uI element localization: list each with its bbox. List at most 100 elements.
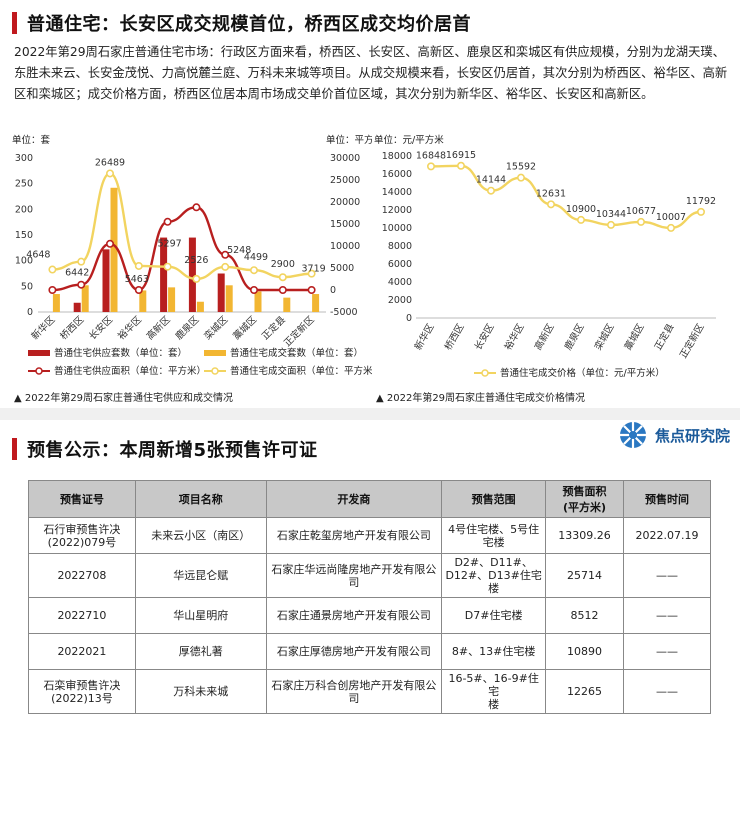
point-supply-8 [278, 286, 287, 295]
price-label-2: 14144 [476, 175, 506, 186]
logo-icon [619, 422, 646, 448]
table-cell: 石栾审预售许决 (2022)13号 [28, 669, 136, 714]
table-body: 石行审预售许决 (2022)079号 未来云小区（南区） 石家庄乾玺房地产开发有限公司… [28, 517, 711, 714]
section1-intro: 2022年第29周石家庄普通住宅市场：行政区方面来看，桥西区、长安区、高新区、鹿… [14, 45, 728, 101]
y-right-tick-label: 5000 [330, 263, 354, 274]
column-header: 预售时间 [623, 480, 711, 518]
price-label-5: 10900 [566, 204, 596, 215]
bar-deal-8 [283, 297, 291, 312]
line-supply-area [52, 206, 312, 292]
column-header: 预售范围 [441, 480, 547, 518]
x-tick-label: 鹿泉区 [562, 321, 587, 352]
column-header: 预售证号 [28, 480, 136, 518]
bar-deal-3 [139, 290, 147, 312]
table-cell: 4号住宅楼、5号住 宅楼 [441, 517, 547, 554]
y-right-tick-label: -5000 [330, 307, 358, 318]
table-cell: 华山星明府 [134, 597, 267, 634]
x-tick-label: 栾城区 [202, 313, 231, 342]
table-cell: 12265 [545, 669, 625, 714]
price-point-7 [636, 217, 645, 226]
table-cell: 10890 [545, 633, 625, 670]
table-cell: D2#、D11#、 D12#、D13#住宅楼 [441, 553, 547, 598]
bar-deal-5 [196, 301, 204, 312]
price-point-6 [607, 220, 616, 229]
y-tick-label: 14000 [382, 187, 412, 198]
section2-header: 预售公示：本周新增5张预售许可证 [12, 436, 318, 462]
y-left-tick-label: 100 [15, 256, 33, 267]
table-cell: 2022708 [28, 553, 136, 598]
x-tick-label: 长安区 [86, 313, 115, 342]
bar-deal-6 [225, 285, 233, 312]
price-point-9 [696, 207, 705, 216]
x-tick-label: 裕华区 [115, 313, 144, 342]
bar-deal-0 [52, 294, 60, 312]
table-cell: 13309.26 [545, 517, 625, 554]
table-cell: —— [623, 597, 711, 634]
price-point-3 [517, 173, 526, 182]
table-cell: 石家庄通景房地产开发有限公司 [265, 597, 443, 634]
y-tick-label: 12000 [382, 205, 412, 216]
legend-label: 普通住宅成交面积（单位：平方米） [230, 365, 372, 377]
y-tick-label: 18000 [382, 151, 412, 162]
bar-deal-7 [254, 291, 262, 312]
price-line [430, 164, 702, 230]
table-cell: 石家庄厚德房地产开发有限公司 [265, 633, 443, 670]
x-tick-label: 裕华区 [502, 321, 527, 352]
table-cell: 石家庄华远尚隆房地产开发有限公司 [265, 553, 443, 598]
y-left-tick-label: 300 [15, 153, 33, 164]
column-header: 项目名称 [134, 480, 267, 518]
chart2-caption: ▲ 2022年第29周石家庄普通住宅成交价格情况 [376, 393, 586, 404]
y-tick-label: 6000 [388, 259, 412, 270]
point-supply-4 [163, 217, 172, 226]
price-point-2 [487, 186, 496, 195]
x-tick-label: 桥西区 [442, 321, 467, 352]
point-supply-0 [48, 286, 57, 295]
point-supply-5 [192, 203, 201, 212]
legend-marker [211, 367, 219, 375]
table-row: 2022710 华山星明府 石家庄通景房地产开发有限公司 D7#住宅楼 8512 —— [28, 597, 711, 634]
y-tick-label: 10000 [382, 223, 412, 234]
section-divider [0, 408, 740, 420]
bar-deal-9 [312, 294, 320, 312]
y-left-tick-label: 0 [27, 307, 33, 318]
price-label-7: 10677 [626, 206, 656, 217]
table-cell: 厚德礼著 [134, 633, 267, 670]
price-label-4: 12631 [536, 188, 566, 199]
table-cell: 2022.07.19 [623, 517, 711, 554]
x-tick-label: 正定新区 [677, 321, 707, 360]
y-right-tick-label: 0 [330, 285, 336, 296]
y-left-tick-label: 200 [15, 204, 33, 215]
section1-header: 普通住宅：长安区成交规模首位，桥西区成交均价居首 [12, 10, 471, 36]
chart1-caption: ▲ 2022年第29周石家庄普通住宅供应和成交情况 [14, 393, 234, 404]
point-deal-9 [307, 269, 316, 278]
logo-text: 焦点研究院 [654, 426, 730, 445]
table-cell: 2022021 [28, 633, 136, 670]
bar-supply-2 [102, 249, 110, 312]
y-left-tick-label: 250 [15, 179, 33, 190]
legend-swatch [204, 350, 226, 356]
table-cell: 石家庄万科合创房地产开发有限公司 [265, 669, 443, 714]
legend-marker [35, 367, 43, 375]
legend-label: 普通住宅供应套数（单位：套） [54, 347, 187, 359]
price-point-1 [457, 161, 466, 170]
bar-supply-6 [217, 273, 225, 312]
x-tick-label: 桥西区 [58, 313, 87, 342]
table-cell: 万科未来城 [134, 669, 267, 714]
point-deal-5 [192, 274, 201, 283]
point-deal-2 [106, 169, 115, 178]
y-tick-label: 4000 [388, 277, 412, 288]
y-right-tick-label: 30000 [330, 153, 360, 164]
bar-supply-5 [188, 237, 196, 312]
section-accent-bar [12, 12, 17, 34]
table-row: 2022708 华远昆仑赋 石家庄华远尚隆房地产开发有限公司 D2#、D11#、 D12… [28, 553, 711, 598]
y-tick-label: 8000 [388, 241, 412, 252]
data-label-7: 4499 [244, 252, 268, 263]
x-tick-label: 藁城区 [622, 321, 647, 352]
table-cell: 2022710 [28, 597, 136, 634]
table-cell: 8#、13#住宅楼 [441, 633, 547, 670]
bar-deal-1 [81, 285, 89, 312]
data-label-0: 4648 [26, 250, 50, 261]
y-right-tick-label: 10000 [330, 241, 360, 252]
table-cell: 16-5#、16-9#住宅楼 [441, 669, 547, 714]
column-header: 预售面积 (平方米) [545, 480, 625, 518]
